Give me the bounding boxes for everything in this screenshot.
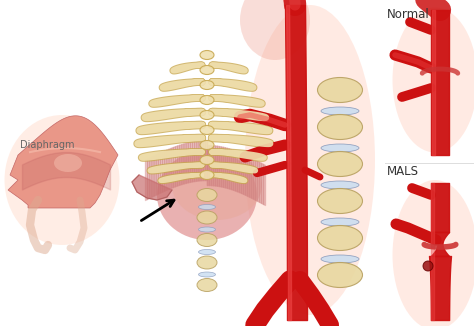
- Ellipse shape: [245, 5, 375, 315]
- Ellipse shape: [392, 180, 474, 326]
- Ellipse shape: [200, 156, 214, 165]
- Ellipse shape: [318, 188, 363, 214]
- Polygon shape: [132, 175, 172, 200]
- Text: Diaphragm: Diaphragm: [20, 140, 74, 150]
- Ellipse shape: [200, 111, 214, 120]
- Ellipse shape: [197, 211, 217, 224]
- Ellipse shape: [321, 218, 359, 226]
- Ellipse shape: [318, 262, 363, 288]
- Ellipse shape: [200, 96, 214, 105]
- Ellipse shape: [318, 226, 363, 250]
- Ellipse shape: [321, 144, 359, 152]
- Ellipse shape: [200, 141, 214, 150]
- Ellipse shape: [157, 150, 257, 240]
- Ellipse shape: [321, 255, 359, 263]
- Ellipse shape: [197, 233, 217, 246]
- Ellipse shape: [172, 150, 262, 220]
- Ellipse shape: [423, 261, 433, 271]
- Ellipse shape: [199, 249, 216, 255]
- Ellipse shape: [200, 81, 214, 90]
- Ellipse shape: [318, 114, 363, 140]
- Ellipse shape: [197, 278, 217, 291]
- Ellipse shape: [240, 0, 310, 60]
- Ellipse shape: [199, 204, 216, 210]
- Ellipse shape: [54, 154, 82, 172]
- Ellipse shape: [197, 188, 217, 201]
- Polygon shape: [8, 116, 118, 208]
- Ellipse shape: [4, 115, 119, 245]
- Ellipse shape: [199, 272, 216, 277]
- Ellipse shape: [200, 66, 214, 75]
- Text: Normal: Normal: [387, 8, 430, 21]
- Ellipse shape: [200, 51, 214, 60]
- Ellipse shape: [321, 181, 359, 189]
- Ellipse shape: [392, 7, 474, 153]
- Ellipse shape: [318, 78, 363, 102]
- Ellipse shape: [200, 126, 214, 135]
- Ellipse shape: [321, 107, 359, 115]
- Ellipse shape: [318, 152, 363, 176]
- Ellipse shape: [200, 170, 214, 180]
- Text: MALS: MALS: [387, 165, 419, 178]
- Ellipse shape: [199, 227, 216, 232]
- Ellipse shape: [197, 256, 217, 269]
